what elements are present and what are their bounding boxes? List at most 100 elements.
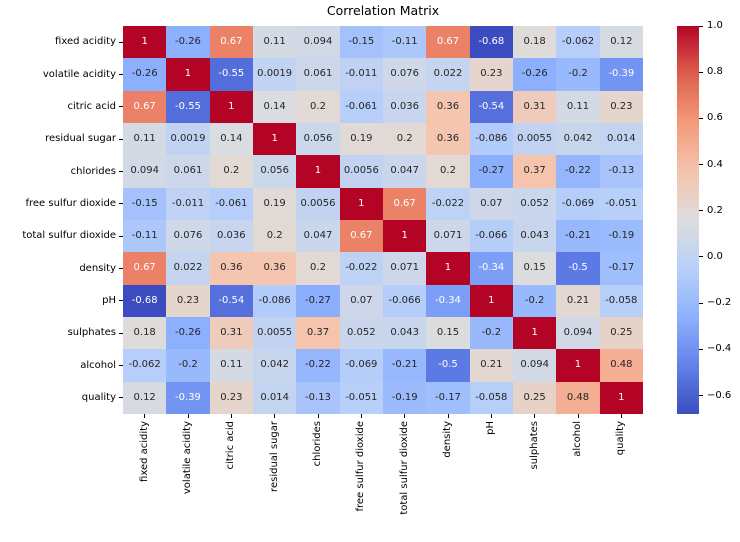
heatmap-cell-volatile acidity-x-quality: -0.39 xyxy=(599,58,643,91)
heatmap-cell-residual sugar-x-density: 0.36 xyxy=(426,122,470,156)
heatmap-cell-density-x-total sulfur dioxide: 0.071 xyxy=(382,252,427,285)
y-axis-label-sulphates: sulphates xyxy=(67,327,116,339)
x-axis-label-volatile acidity: volatile acidity xyxy=(182,421,193,495)
x-axis-label-chlorides: chlorides xyxy=(312,421,323,467)
heatmap-cell-residual sugar-x-citric acid: 0.14 xyxy=(209,122,253,156)
heatmap-cell-volatile acidity-x-pH: 0.23 xyxy=(469,58,513,91)
heatmap-cell-chlorides-x-citric acid: 0.2 xyxy=(209,155,253,188)
heatmap-cell-chlorides-x-density: 0.2 xyxy=(426,155,470,188)
heatmap-cell-residual sugar-x-alcohol: 0.042 xyxy=(556,122,600,156)
heatmap-cell-sulphates-x-alcohol: 0.094 xyxy=(556,316,600,350)
heatmap-cell-free sulfur dioxide-x-sulphates: 0.052 xyxy=(512,187,557,220)
x-axis-tick xyxy=(404,414,406,418)
heatmap-cell-free sulfur dioxide-x-chlorides: 0.0056 xyxy=(296,187,340,220)
heatmap-cell-alcohol-x-alcohol: 1 xyxy=(556,349,600,382)
heatmap-cell-volatile acidity-x-density: 0.022 xyxy=(426,58,470,91)
heatmap-cell-quality-x-alcohol: 0.48 xyxy=(556,381,600,414)
y-axis-label-free sulfur dioxide: free sulfur dioxide xyxy=(25,197,116,209)
y-axis-label-residual sugar: residual sugar xyxy=(45,133,116,145)
y-axis-tick xyxy=(119,106,123,108)
heatmap-cell-quality-x-free sulfur dioxide: -0.051 xyxy=(339,381,383,414)
heatmap-cell-quality-x-residual sugar: 0.014 xyxy=(252,381,297,414)
heatmap-cell-total sulfur dioxide-x-pH: -0.066 xyxy=(469,219,513,253)
colorbar-tick xyxy=(699,25,703,27)
heatmap-cell-citric acid-x-fixed acidity: 0.67 xyxy=(123,90,167,123)
heatmap-cell-sulphates-x-total sulfur dioxide: 0.043 xyxy=(382,316,427,350)
heatmap-cell-total sulfur dioxide-x-sulphates: 0.043 xyxy=(512,219,557,253)
heatmap-cell-alcohol-x-total sulfur dioxide: -0.21 xyxy=(382,349,427,382)
heatmap-cell-alcohol-x-chlorides: -0.22 xyxy=(296,349,340,382)
heatmap-cell-volatile acidity-x-residual sugar: 0.0019 xyxy=(252,58,297,91)
colorbar-tick xyxy=(699,348,703,350)
y-axis-tick xyxy=(119,41,123,43)
colorbar-tick xyxy=(699,164,703,166)
colorbar-tick-label: 0.0 xyxy=(707,250,723,262)
x-axis-label-alcohol: alcohol xyxy=(572,421,583,457)
colorbar-tick-label: 0.8 xyxy=(707,66,723,78)
heatmap-cell-alcohol-x-citric acid: 0.11 xyxy=(209,349,253,382)
x-axis-label-total sulfur dioxide: total sulfur dioxide xyxy=(398,421,410,515)
x-axis-tick xyxy=(274,414,276,418)
heatmap-cell-fixed acidity-x-total sulfur dioxide: -0.11 xyxy=(382,26,427,59)
heatmap-cell-alcohol-x-quality: 0.48 xyxy=(599,349,643,382)
heatmap-cell-total sulfur dioxide-x-quality: -0.19 xyxy=(599,219,643,253)
x-axis-label-pH: pH xyxy=(485,421,497,435)
y-axis-label-chlorides: chlorides xyxy=(70,165,116,177)
heatmap-cell-density-x-sulphates: 0.15 xyxy=(512,252,557,285)
heatmap-cell-free sulfur dioxide-x-density: -0.022 xyxy=(426,187,470,220)
heatmap-cell-free sulfur dioxide-x-fixed acidity: -0.15 xyxy=(123,187,167,220)
x-axis-label-density: density xyxy=(442,421,453,458)
heatmap-cell-chlorides-x-fixed acidity: 0.094 xyxy=(123,155,167,188)
y-axis-label-total sulfur dioxide: total sulfur dioxide xyxy=(22,230,116,242)
heatmap-cell-sulphates-x-volatile acidity: -0.26 xyxy=(166,316,210,350)
heatmap-cell-pH-x-volatile acidity: 0.23 xyxy=(166,284,210,317)
heatmap-cell-alcohol-x-residual sugar: 0.042 xyxy=(252,349,297,382)
heatmap-cell-alcohol-x-fixed acidity: -0.062 xyxy=(123,349,167,382)
heatmap-cell-total sulfur dioxide-x-residual sugar: 0.2 xyxy=(252,219,297,253)
heatmap-cell-citric acid-x-citric acid: 1 xyxy=(209,90,253,123)
heatmap-cell-citric acid-x-volatile acidity: -0.55 xyxy=(166,90,210,123)
colorbar-tick xyxy=(699,210,703,212)
heatmap-cell-quality-x-pH: -0.058 xyxy=(469,381,513,414)
heatmap-cell-quality-x-density: -0.17 xyxy=(426,381,470,414)
heatmap-cell-pH-x-alcohol: 0.21 xyxy=(556,284,600,317)
heatmap-cell-sulphates-x-fixed acidity: 0.18 xyxy=(123,316,167,350)
y-axis-label-volatile acidity: volatile acidity xyxy=(42,68,116,80)
heatmap-cell-volatile acidity-x-free sulfur dioxide: -0.011 xyxy=(339,58,383,91)
heatmap-cell-sulphates-x-pH: -0.2 xyxy=(469,316,513,350)
x-axis-tick xyxy=(144,414,146,418)
colorbar-tick-label: 0.6 xyxy=(707,112,723,124)
y-axis-label-fixed acidity: fixed acidity xyxy=(55,36,116,48)
heatmap-cell-residual sugar-x-residual sugar: 1 xyxy=(252,122,297,156)
heatmap-cell-density-x-chlorides: 0.2 xyxy=(296,252,340,285)
heatmap-cell-sulphates-x-residual sugar: 0.0055 xyxy=(252,316,297,350)
heatmap-cell-alcohol-x-free sulfur dioxide: -0.069 xyxy=(339,349,383,382)
heatmap-cell-free sulfur dioxide-x-total sulfur dioxide: 0.67 xyxy=(382,187,427,220)
heatmap-cell-free sulfur dioxide-x-quality: -0.051 xyxy=(599,187,643,220)
y-axis-tick xyxy=(119,300,123,302)
heatmap-cell-density-x-residual sugar: 0.36 xyxy=(252,252,297,285)
heatmap-cell-density-x-free sulfur dioxide: -0.022 xyxy=(339,252,383,285)
heatmap-cell-volatile acidity-x-citric acid: -0.55 xyxy=(209,58,253,91)
y-axis-tick xyxy=(119,203,123,205)
heatmap-cell-residual sugar-x-volatile acidity: 0.0019 xyxy=(166,122,210,156)
heatmap-cell-citric acid-x-alcohol: 0.11 xyxy=(556,90,600,123)
x-axis-label-fixed acidity: fixed acidity xyxy=(138,421,150,482)
heatmap-cell-pH-x-sulphates: -0.2 xyxy=(512,284,557,317)
heatmap-cell-total sulfur dioxide-x-volatile acidity: 0.076 xyxy=(166,219,210,253)
heatmap-cell-alcohol-x-pH: 0.21 xyxy=(469,349,513,382)
y-axis-label-alcohol: alcohol xyxy=(80,359,116,371)
heatmap-cell-chlorides-x-sulphates: 0.37 xyxy=(512,155,557,188)
heatmap-cell-citric acid-x-residual sugar: 0.14 xyxy=(252,90,297,123)
heatmap-cell-pH-x-density: -0.34 xyxy=(426,284,470,317)
heatmap-cell-density-x-alcohol: -0.5 xyxy=(556,252,600,285)
colorbar-tick xyxy=(699,302,703,304)
heatmap-cell-density-x-fixed acidity: 0.67 xyxy=(123,252,167,285)
heatmap-cell-citric acid-x-chlorides: 0.2 xyxy=(296,90,340,123)
colorbar-tick-label: 0.2 xyxy=(707,204,723,216)
heatmap-cell-total sulfur dioxide-x-total sulfur dioxide: 1 xyxy=(382,219,427,253)
heatmap-cell-pH-x-chlorides: -0.27 xyxy=(296,284,340,317)
x-axis-tick xyxy=(317,414,319,418)
x-axis-label-citric acid: citric acid xyxy=(225,421,237,470)
heatmap-cell-fixed acidity-x-residual sugar: 0.11 xyxy=(252,26,297,59)
